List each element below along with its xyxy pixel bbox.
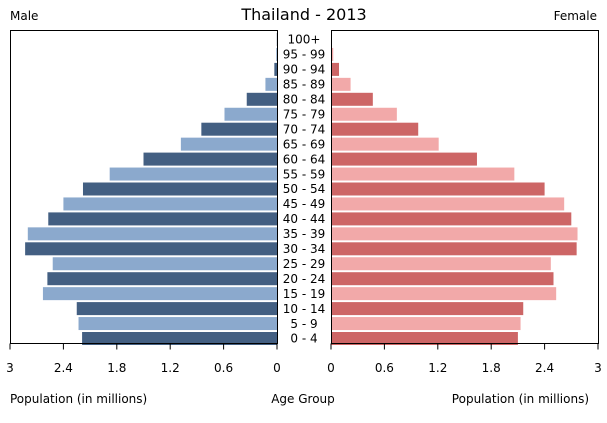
age-group-label: Age Group xyxy=(271,392,335,406)
age-group-tick-label: 35 - 39 xyxy=(283,227,326,241)
age-group-tick-label: 15 - 19 xyxy=(283,287,326,301)
female-bar xyxy=(331,272,554,286)
age-group-tick-label: 10 - 14 xyxy=(283,302,326,316)
female-plot-frame xyxy=(331,30,599,344)
male-x-axis-label: Population (in millions) xyxy=(10,392,147,406)
female-bar xyxy=(331,287,557,301)
male-plot-frame xyxy=(10,30,278,344)
age-group-tick-label: 5 - 9 xyxy=(290,317,317,331)
male-bar xyxy=(224,107,277,121)
female-bar xyxy=(331,242,577,256)
female-axis-tick-label: 1.8 xyxy=(482,361,501,375)
male-bar xyxy=(265,77,277,91)
male-bar xyxy=(180,137,277,151)
female-bar xyxy=(331,212,572,226)
age-group-tick-label: 90 - 94 xyxy=(283,63,326,77)
male-axis-tick-label: 1.2 xyxy=(161,361,180,375)
male-bar xyxy=(109,167,278,181)
age-group-tick-label: 70 - 74 xyxy=(283,122,326,136)
age-group-tick-label: 45 - 49 xyxy=(283,197,326,211)
age-group-tick-label: 85 - 89 xyxy=(283,78,326,92)
female-x-axis-label: Population (in millions) xyxy=(452,392,589,406)
male-bar xyxy=(27,227,277,241)
female-bars xyxy=(331,33,578,345)
age-group-tick-label: 80 - 84 xyxy=(283,93,326,107)
male-bar xyxy=(82,182,277,196)
male-axis-ticks: 3 2.4 1.8 1.2 0.6 0 xyxy=(6,343,281,375)
female-axis-tick-label: 2.4 xyxy=(535,361,554,375)
female-bar xyxy=(331,77,351,91)
male-bar xyxy=(48,212,277,226)
female-axis-tick-label: 1.2 xyxy=(428,361,447,375)
female-bar xyxy=(331,317,521,331)
male-bar xyxy=(52,257,277,271)
female-bar xyxy=(331,182,545,196)
age-group-tick-label: 60 - 64 xyxy=(283,152,326,166)
age-group-tick-label: 40 - 44 xyxy=(283,212,326,226)
age-group-tick-label: 95 - 99 xyxy=(283,48,326,62)
female-header: Female xyxy=(554,9,597,23)
age-group-tick-label: 55 - 59 xyxy=(283,167,326,181)
male-bar xyxy=(42,287,278,301)
female-bar xyxy=(331,62,340,76)
age-group-tick-label: 100+ xyxy=(288,33,321,47)
male-bar xyxy=(63,197,278,211)
female-bar xyxy=(331,152,477,166)
female-bar xyxy=(331,122,419,136)
male-axis-tick-label: 3 xyxy=(6,361,14,375)
male-bar xyxy=(274,62,277,76)
female-bar xyxy=(331,107,397,121)
female-bar xyxy=(331,302,524,316)
male-bar xyxy=(76,302,277,316)
female-bar xyxy=(331,197,565,211)
male-bar xyxy=(143,152,277,166)
female-bar xyxy=(331,137,439,151)
male-axis-tick-label: 0.6 xyxy=(214,361,233,375)
male-bar xyxy=(246,92,277,106)
female-axis-tick-label: 0 xyxy=(327,361,335,375)
male-bar xyxy=(78,317,277,331)
female-bar xyxy=(331,47,334,61)
female-axis-tick-label: 3 xyxy=(594,361,602,375)
female-axis-tick-label: 0.6 xyxy=(375,361,394,375)
age-group-tick-label: 30 - 34 xyxy=(283,242,326,256)
female-bar xyxy=(331,332,518,345)
age-group-tick-label: 75 - 79 xyxy=(283,107,326,121)
male-axis-tick-label: 0 xyxy=(273,361,281,375)
age-group-tick-label: 65 - 69 xyxy=(283,137,326,151)
female-bar xyxy=(331,257,551,271)
age-group-tick-label: 0 - 4 xyxy=(290,332,317,346)
age-group-tick-label: 50 - 54 xyxy=(283,182,326,196)
female-bar xyxy=(331,167,515,181)
male-bars xyxy=(25,33,278,345)
chart-title: Thailand - 2013 xyxy=(240,5,366,24)
age-group-tick-label: 25 - 29 xyxy=(283,257,326,271)
male-bar xyxy=(201,122,277,136)
male-bar xyxy=(276,47,278,61)
male-bar xyxy=(47,272,277,286)
female-bar xyxy=(331,92,373,106)
male-bar xyxy=(82,332,277,345)
male-bar xyxy=(25,242,277,256)
age-group-tick-label: 20 - 24 xyxy=(283,272,326,286)
male-axis-tick-label: 2.4 xyxy=(54,361,73,375)
female-axis-ticks: 0 0.6 1.2 1.8 2.4 3 xyxy=(327,343,602,375)
male-axis-tick-label: 1.8 xyxy=(107,361,126,375)
female-bar xyxy=(331,227,578,241)
male-header: Male xyxy=(10,9,38,23)
